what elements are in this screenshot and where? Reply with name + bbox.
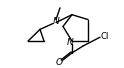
Text: O: O [55, 58, 63, 67]
Text: Cl: Cl [101, 32, 109, 41]
Text: N: N [67, 38, 73, 47]
Text: N: N [53, 17, 59, 26]
